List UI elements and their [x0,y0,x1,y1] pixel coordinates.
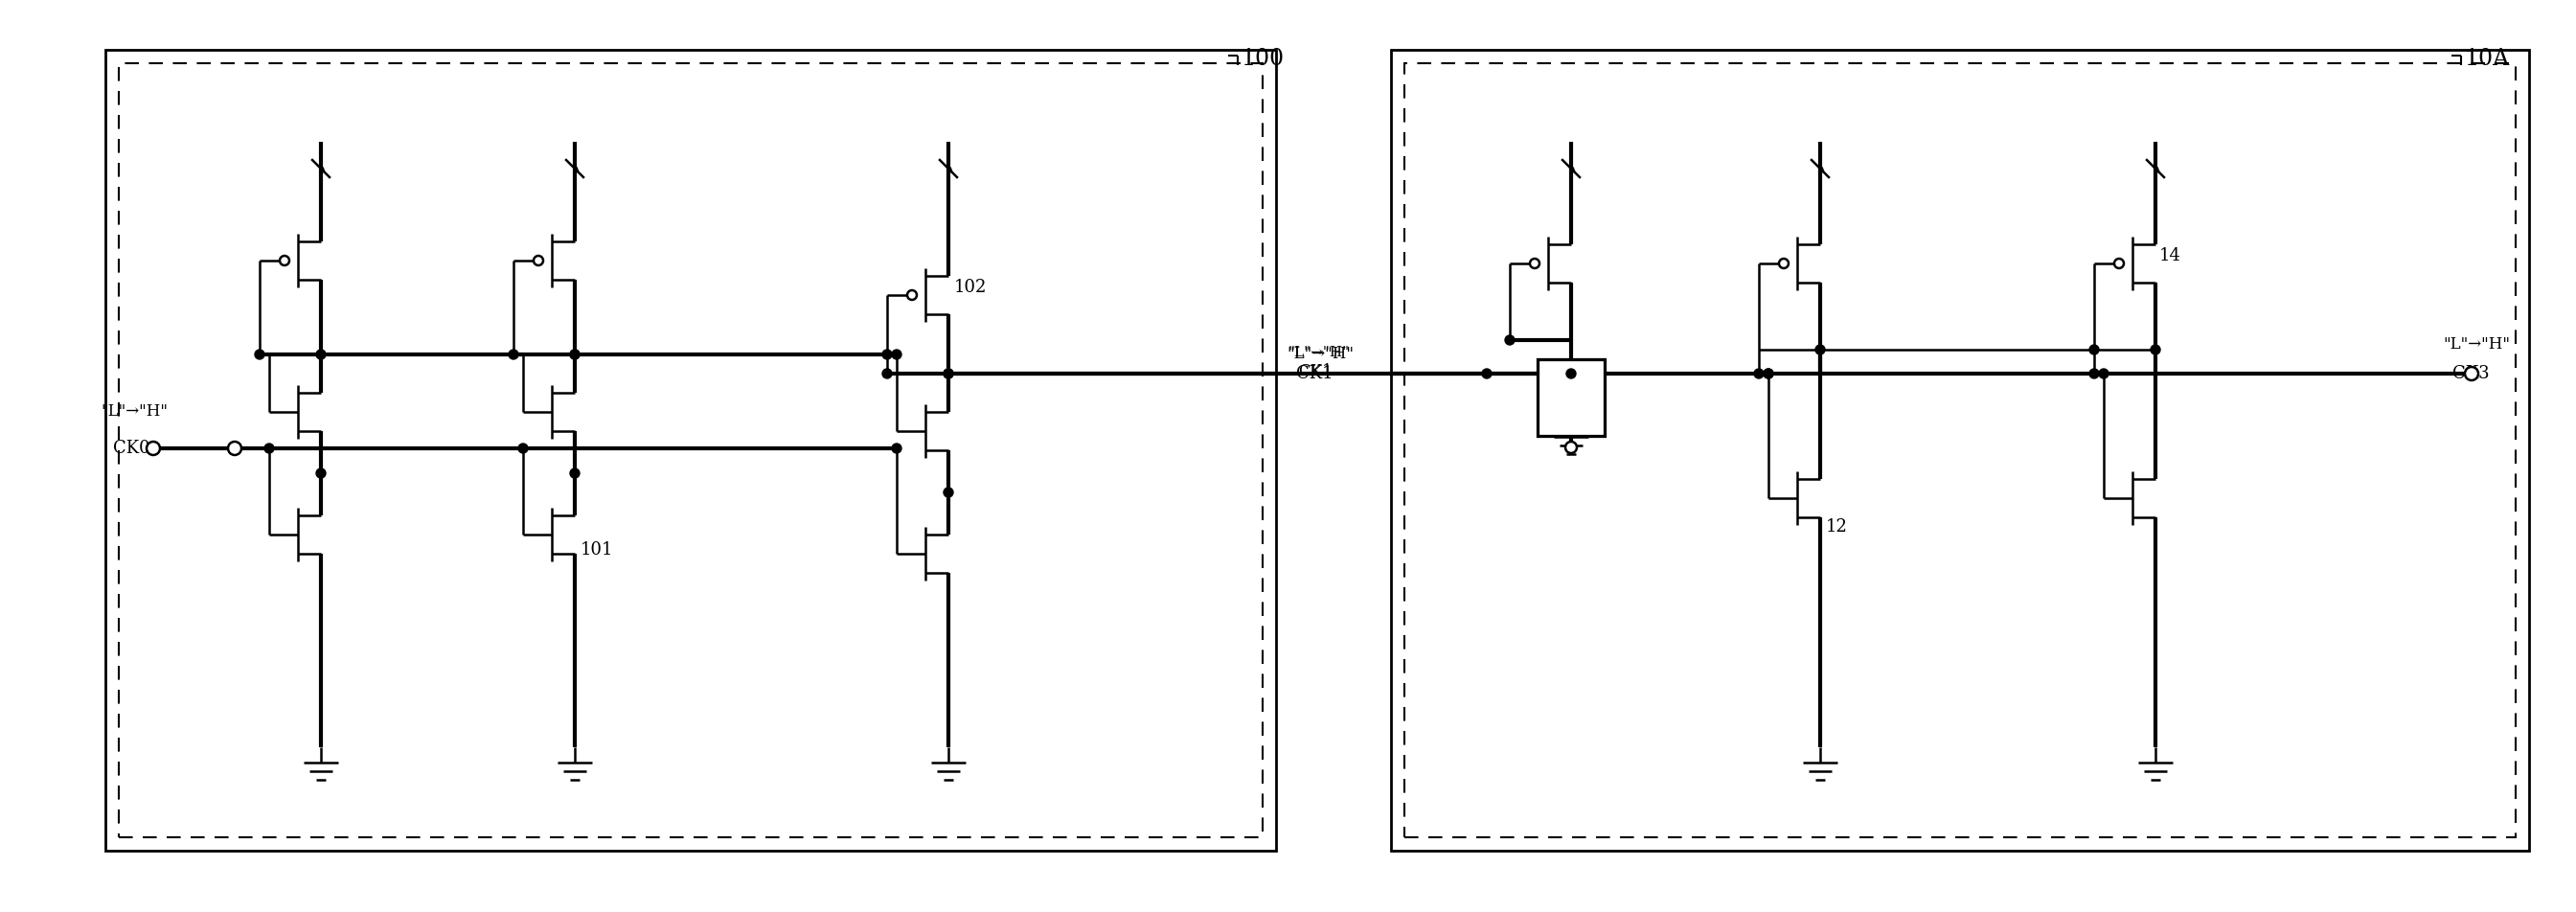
Circle shape [518,443,528,453]
Bar [1538,359,1605,436]
Circle shape [533,255,544,265]
Circle shape [2089,345,2099,355]
Text: "L"→"H": "L"→"H" [1288,346,1350,359]
Circle shape [2465,367,2478,380]
Circle shape [884,368,891,378]
Text: 14: 14 [2159,247,2182,264]
Circle shape [229,441,242,455]
Circle shape [2089,368,2099,378]
Circle shape [1765,368,1772,378]
Text: CK1: CK1 [1298,364,1332,379]
Circle shape [2151,345,2161,355]
Circle shape [1504,336,1515,345]
Circle shape [1780,259,1788,268]
Circle shape [1754,368,1765,378]
Circle shape [943,368,953,378]
Circle shape [569,349,580,359]
Text: 101: 101 [580,541,613,558]
Text: CK0: CK0 [113,440,149,457]
Circle shape [2099,368,2110,378]
Circle shape [569,349,580,359]
Circle shape [317,469,325,478]
Circle shape [255,349,265,359]
Text: "L"→"H": "L"→"H" [100,404,167,420]
Circle shape [569,469,580,478]
Circle shape [943,488,953,497]
Circle shape [1816,345,1824,355]
Circle shape [907,290,917,300]
Circle shape [1566,368,1577,378]
Circle shape [1481,368,1492,378]
Circle shape [265,443,273,453]
Text: "L"→"H": "L"→"H" [2442,337,2509,353]
Circle shape [891,443,902,453]
Text: 12: 12 [1826,518,1847,535]
Bar [106,50,1275,851]
Circle shape [1566,441,1577,453]
Circle shape [1530,259,1540,268]
Circle shape [1765,368,1772,378]
Circle shape [884,349,891,359]
Text: CK1: CK1 [1296,365,1334,382]
Text: 100: 100 [1242,48,1283,70]
Text: CK3: CK3 [2452,365,2488,382]
Text: 10A: 10A [2463,48,2509,70]
Circle shape [507,349,518,359]
Circle shape [147,441,160,455]
Bar [1404,63,2517,837]
Circle shape [943,368,953,378]
Circle shape [891,349,902,359]
Bar [1391,50,2530,851]
Text: "L"→"H": "L"→"H" [1285,347,1352,363]
Text: 102: 102 [953,279,987,296]
Circle shape [281,255,289,265]
Circle shape [2115,259,2123,268]
Circle shape [317,349,325,359]
Bar [118,63,1262,837]
